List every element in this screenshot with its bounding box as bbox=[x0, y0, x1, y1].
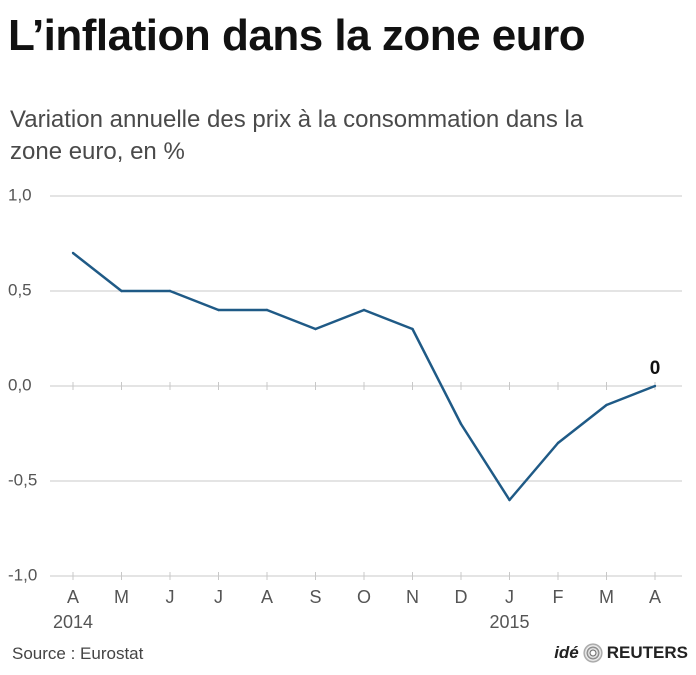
x-tick-label: J bbox=[505, 587, 514, 607]
x-tick-label: J bbox=[166, 587, 175, 607]
y-tick-label: 1,0 bbox=[8, 185, 32, 204]
y-tick-label: -0,5 bbox=[8, 470, 37, 489]
y-tick-label: -1,0 bbox=[8, 565, 37, 584]
data-point bbox=[217, 308, 220, 312]
series-line bbox=[72, 252, 656, 502]
reuters-dots-icon bbox=[582, 643, 603, 663]
x-tick-label: N bbox=[406, 587, 419, 607]
data-point bbox=[605, 403, 608, 407]
data-point bbox=[653, 384, 657, 388]
data-point bbox=[508, 498, 511, 502]
data-point bbox=[168, 289, 172, 293]
last-value-label: 0 bbox=[650, 358, 661, 379]
ide-logo-text: idé bbox=[554, 643, 579, 662]
data-point bbox=[411, 327, 414, 331]
x-tick-label: D bbox=[455, 587, 468, 607]
x-year-label: 2015 bbox=[489, 612, 529, 632]
data-point bbox=[265, 308, 269, 312]
source-note: Source : Eurostat bbox=[12, 644, 144, 663]
data-point bbox=[362, 308, 366, 312]
reuters-logo: idé REUTERS bbox=[554, 643, 688, 663]
chart-subtitle: Variation annuelle des prix à la consomm… bbox=[10, 106, 584, 165]
data-point bbox=[314, 327, 317, 331]
x-tick-label: A bbox=[67, 587, 79, 607]
data-point bbox=[120, 289, 123, 293]
data-point bbox=[71, 251, 75, 255]
x-tick-label: J bbox=[214, 587, 223, 607]
chart-title: L’inflation dans la zone euro bbox=[8, 11, 586, 60]
x-tick-label: A bbox=[261, 587, 273, 607]
data-point bbox=[459, 422, 463, 426]
x-tick-label: M bbox=[599, 587, 614, 607]
y-tick-label: 0,5 bbox=[8, 280, 32, 299]
x-tick-label: O bbox=[357, 587, 371, 607]
data-point bbox=[556, 441, 560, 445]
x-tick-label: A bbox=[649, 587, 661, 607]
reuters-logo-text: REUTERS bbox=[606, 643, 688, 662]
x-year-label: 2014 bbox=[53, 612, 93, 632]
x-tick-label: M bbox=[114, 587, 129, 607]
x-tick-label: S bbox=[309, 587, 321, 607]
x-tick-label: F bbox=[553, 587, 564, 607]
y-tick-label: 0,0 bbox=[8, 375, 32, 394]
